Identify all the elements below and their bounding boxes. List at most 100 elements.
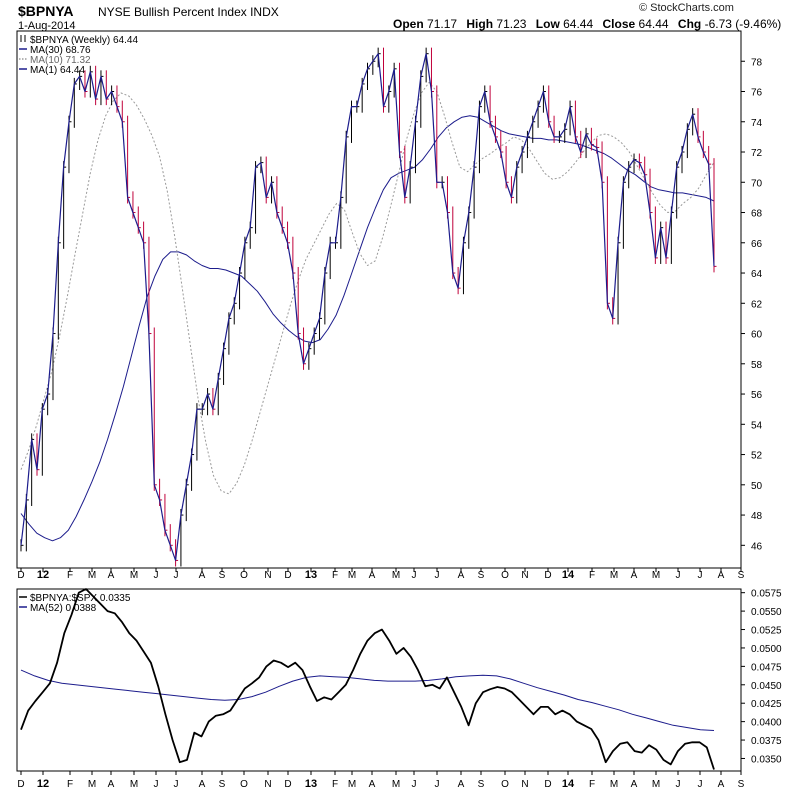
x-tick-label: J	[698, 779, 703, 790]
x-tick-label: 14	[562, 569, 575, 581]
x-tick-label: O	[501, 779, 509, 790]
x-tick-label: 13	[305, 569, 317, 581]
legend-label: $BPNYA:$SPX 0.0335	[30, 593, 131, 604]
y-tick-label: 46	[751, 541, 763, 552]
y-tick-label: 58	[751, 360, 763, 371]
y-tick-label: 56	[751, 390, 763, 401]
x-tick-label: D	[284, 779, 291, 790]
x-tick-label: J	[174, 570, 179, 581]
x-tick-label: M	[392, 570, 400, 581]
x-tick-label: M	[348, 779, 356, 790]
x-tick-label: F	[589, 570, 595, 581]
y-tick-label: 68	[751, 209, 763, 220]
legend-entry: MA(30) 68.76	[19, 45, 91, 56]
y-tick-label: 64	[751, 269, 763, 280]
chart-symbol: $BPNYA	[18, 3, 74, 19]
ratio-line	[20, 588, 715, 770]
y-tick-label: 62	[751, 299, 763, 310]
x-tick-label: M	[88, 779, 96, 790]
chart-name: NYSE Bullish Percent Index INDX	[98, 5, 279, 19]
y-tick-label: 0.0550	[751, 607, 782, 618]
x-tick-label: M	[652, 779, 660, 790]
y-tick-label: 0.0350	[751, 754, 782, 765]
x-tick-label: A	[718, 779, 725, 790]
y-tick-label: 0.0375	[751, 736, 782, 747]
y-tick-label: 0.0425	[751, 699, 782, 710]
x-tick-label: J	[698, 570, 703, 581]
x-tick-label: A	[108, 570, 115, 581]
legend-entry: MA(1) 64.44	[19, 65, 85, 76]
x-tick-label: A	[199, 570, 206, 581]
x-tick-label: D	[544, 779, 551, 790]
x-tick-label: A	[718, 570, 725, 581]
x-tick-label: J	[676, 570, 681, 581]
y-tick-label: 52	[751, 451, 763, 462]
x-tick-label: A	[369, 570, 376, 581]
close-value: 64.44	[638, 17, 669, 31]
copyright-text: © StockCharts.com	[639, 2, 734, 14]
x-tick-label: A	[369, 779, 376, 790]
x-tick-label: D	[544, 570, 551, 581]
x-tick-label: F	[589, 779, 595, 790]
chart-date: 1-Aug-2014	[18, 20, 76, 32]
x-tick-label: J	[174, 779, 179, 790]
x-tick-label: A	[199, 779, 206, 790]
x-tick-label: 12	[37, 569, 49, 581]
legend-label: MA(10) 71.32	[30, 55, 91, 66]
ratio-ma52-line	[20, 669, 715, 731]
x-tick-label: J	[412, 779, 417, 790]
high-value: 71.23	[496, 17, 527, 31]
x-tick-label: N	[264, 779, 271, 790]
x-tick-label: J	[154, 570, 159, 581]
y-tick-label: 0.0450	[751, 681, 782, 692]
x-tick-label: F	[332, 570, 338, 581]
x-tick-label: F	[67, 570, 73, 581]
ma30-line	[20, 115, 715, 542]
x-tick-label: M	[610, 570, 618, 581]
y-tick-label: 0.0400	[751, 718, 782, 729]
x-tick-label: A	[631, 779, 638, 790]
x-tick-label: N	[521, 570, 528, 581]
x-tick-label: D	[17, 779, 24, 790]
x-tick-label: J	[435, 570, 440, 581]
y-tick-label: 0.0500	[751, 644, 782, 655]
x-tick-label: 14	[562, 778, 575, 790]
x-tick-label: S	[219, 570, 226, 581]
chg-value: -6.73 (-9.46%)	[704, 17, 782, 31]
x-tick-label: J	[435, 779, 440, 790]
y-tick-label: 0.0575	[751, 589, 782, 600]
x-tick-label: M	[652, 570, 660, 581]
x-tick-label: J	[412, 570, 417, 581]
x-tick-label: A	[458, 570, 465, 581]
x-tick-label: M	[88, 570, 96, 581]
y-tick-label: 50	[751, 481, 763, 492]
x-tick-label: D	[284, 570, 291, 581]
x-tick-label: F	[67, 779, 73, 790]
legend-entry: MA(10) 71.32	[19, 55, 91, 66]
x-tick-label: J	[676, 779, 681, 790]
x-tick-label: O	[501, 570, 509, 581]
ohlc-readout: Open 71.17 High 71.23 Low 64.44 Close 64…	[393, 17, 787, 31]
y-tick-label: 0.0475	[751, 662, 782, 673]
y-tick-label: 78	[751, 57, 763, 68]
x-tick-label: 12	[37, 778, 49, 790]
y-tick-label: 0.0525	[751, 626, 782, 637]
x-tick-label: N	[264, 570, 271, 581]
x-tick-label: O	[240, 570, 248, 581]
ma1-line	[20, 53, 715, 562]
x-tick-label: N	[521, 779, 528, 790]
y-tick-label: 48	[751, 511, 763, 522]
y-tick-label: 70	[751, 178, 763, 189]
x-tick-label: J	[154, 779, 159, 790]
x-tick-label: D	[17, 570, 24, 581]
x-tick-label: S	[738, 570, 745, 581]
x-tick-label: A	[631, 570, 638, 581]
ratio-panel: 0.0575 0.0550 0.0525 0.0500 0.0475 0.0450 0.04…	[16, 588, 782, 790]
low-label: Low	[535, 17, 560, 31]
plot-frame	[16, 30, 742, 569]
x-tick-label: A	[108, 779, 115, 790]
x-tick-label: 13	[305, 778, 317, 790]
y-tick-label: 66	[751, 239, 763, 250]
close-label: Close	[602, 17, 636, 31]
